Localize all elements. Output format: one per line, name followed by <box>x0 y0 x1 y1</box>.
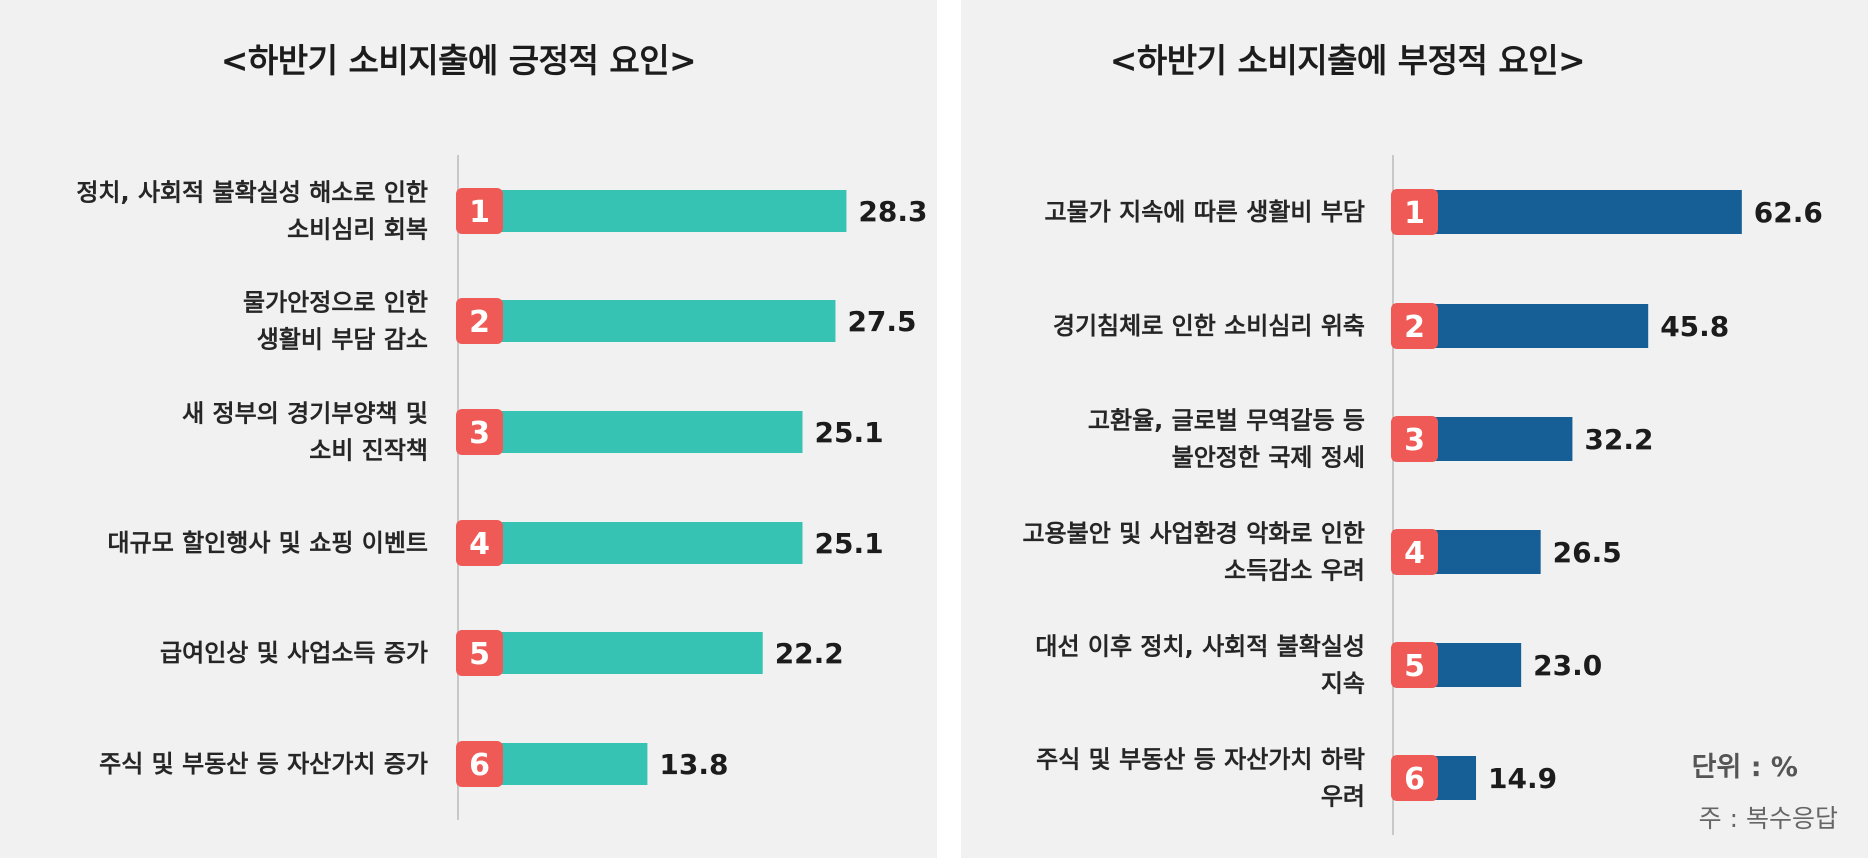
category-label: 생활비 부담 감소 <box>257 326 428 354</box>
rank-number: 6 <box>1404 762 1425 797</box>
rank-badge <box>456 409 503 455</box>
bar <box>458 632 763 674</box>
right-chart-title: <하반기 소비지출에 부정적 요인> <box>1109 41 1586 80</box>
rank-number: 2 <box>469 305 490 340</box>
bar <box>458 522 803 564</box>
bar <box>458 411 803 453</box>
value-label: 13.8 <box>659 748 728 781</box>
rank-badge <box>1391 303 1438 349</box>
rank-badge <box>456 741 503 787</box>
category-label: 소비 진작책 <box>309 437 428 465</box>
value-label: 32.2 <box>1584 423 1653 456</box>
rank-number: 1 <box>1404 196 1425 231</box>
value-label: 28.3 <box>858 195 927 228</box>
category-label: 지속 <box>1321 670 1365 698</box>
bar <box>458 190 847 232</box>
category-label: 고환율, 글로벌 무역갈등 등 <box>1088 407 1365 435</box>
right-bar-chart: 1 62.6 고물가 지속에 따른 생활비 부담 2 45.8 경기침체로 인한 소비심리… <box>1022 155 1823 835</box>
category-label: 경기침체로 인한 소비심리 위축 <box>1053 312 1365 340</box>
category-label: 정치, 사회적 불확실성 해소로 인한 <box>76 179 428 207</box>
category-label: 불안정한 국제 정세 <box>1172 444 1365 472</box>
rank-number: 6 <box>469 748 490 783</box>
rank-badge <box>456 188 503 234</box>
rank-badge <box>1391 529 1438 575</box>
left-chart-panel: <하반기 소비지출에 긍정적 요인> 1 28.3 정치, 사회적 불확실성 해소로… <box>0 0 937 858</box>
right-chart-panel: <하반기 소비지출에 부정적 요인> 1 62.6 고물가 지속에 따른 생활비 부… <box>961 0 1868 858</box>
left-chart-title: <하반기 소비지출에 긍정적 요인> <box>220 41 697 80</box>
bar <box>1393 190 1742 234</box>
value-label: 62.6 <box>1754 196 1823 229</box>
rank-number: 2 <box>1404 310 1425 345</box>
rank-number: 1 <box>469 195 490 230</box>
value-label: 45.8 <box>1660 310 1729 343</box>
value-label: 22.2 <box>775 637 844 670</box>
rank-number: 5 <box>1404 649 1425 684</box>
rank-number: 3 <box>469 416 490 451</box>
rank-badge <box>1391 416 1438 462</box>
rank-badge <box>456 298 503 344</box>
category-label: 소득감소 우려 <box>1224 557 1365 585</box>
category-label: 주식 및 부동산 등 자산가치 증가 <box>99 750 428 778</box>
bar <box>458 300 836 342</box>
value-label: 27.5 <box>847 305 916 338</box>
category-label: 급여인상 및 사업소득 증가 <box>160 639 428 667</box>
value-label: 26.5 <box>1553 536 1622 569</box>
rank-badge <box>1391 189 1438 235</box>
unit-note: 단위 : % <box>1691 752 1798 783</box>
category-label: 주식 및 부동산 등 자산가치 하락 <box>1036 746 1365 774</box>
category-label: 우려 <box>1321 783 1365 811</box>
rank-badge <box>1391 642 1438 688</box>
value-label: 23.0 <box>1533 649 1602 682</box>
category-label: 물가안정으로 인한 <box>243 289 428 317</box>
rank-badge <box>1391 755 1438 801</box>
rank-badge <box>456 520 503 566</box>
category-label: 대선 이후 정치, 사회적 불확실성 <box>1035 633 1365 661</box>
category-label: 고물가 지속에 따른 생활비 부담 <box>1045 198 1365 226</box>
footnote: 주 : 복수응답 <box>1698 804 1838 833</box>
category-label: 고용불안 및 사업환경 악화로 인한 <box>1022 520 1365 548</box>
category-label: 소비심리 회복 <box>287 216 428 244</box>
rank-number: 3 <box>1404 423 1425 458</box>
value-label: 25.1 <box>815 527 884 560</box>
rank-number: 4 <box>469 527 490 562</box>
category-label: 대규모 할인행사 및 쇼핑 이벤트 <box>108 529 428 557</box>
rank-badge <box>456 630 503 676</box>
value-label: 25.1 <box>815 416 884 449</box>
category-label: 새 정부의 경기부양책 및 <box>182 400 428 428</box>
rank-number: 4 <box>1404 536 1425 571</box>
rank-number: 5 <box>469 637 490 672</box>
value-label: 14.9 <box>1488 762 1557 795</box>
